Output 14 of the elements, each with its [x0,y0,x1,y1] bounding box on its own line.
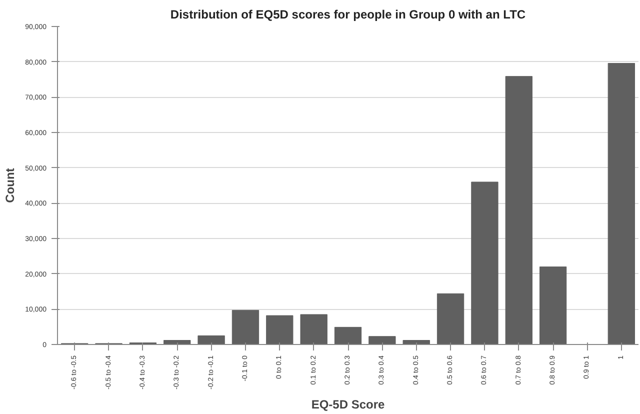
bar [539,266,567,344]
y-axis-title: Count [3,168,18,203]
bar [334,326,362,344]
x-axis-title: EQ-5D Score [311,397,386,412]
bar [436,293,464,344]
bar [266,315,294,344]
bar [198,335,225,344]
bar [232,310,260,344]
bar [368,336,396,344]
bar [608,62,635,344]
bar [505,76,532,344]
bar [471,182,498,344]
bar [300,314,328,344]
chart-title: Distribution of EQ5D scores for people in Group 0 with an LTC [170,8,526,22]
